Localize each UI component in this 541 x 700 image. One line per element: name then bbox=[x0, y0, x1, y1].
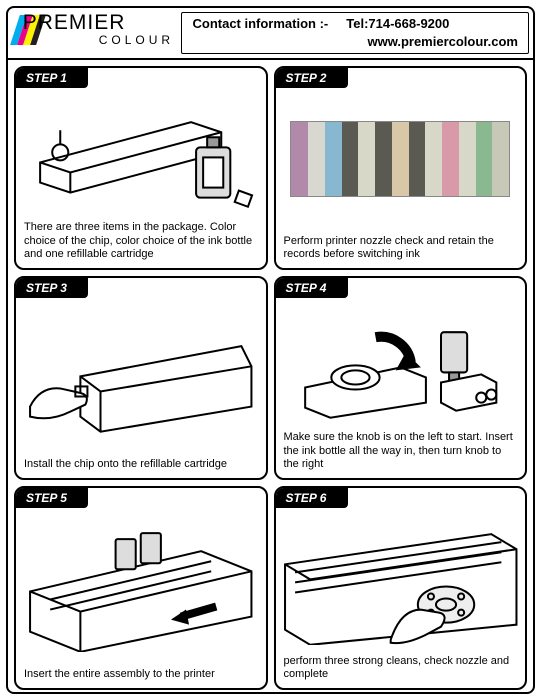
step-4-label: STEP 4 bbox=[276, 278, 348, 298]
contact-info-box: Contact information :- Tel: 714-668-9200… bbox=[181, 12, 529, 54]
step-3-illustration bbox=[16, 298, 266, 454]
logo-cell: PREMIER COLOUR bbox=[8, 8, 181, 58]
step-2-illustration bbox=[276, 88, 526, 231]
step-6-caption: perform three strong cleans, check nozzl… bbox=[276, 651, 526, 689]
tel-number: 714-668-9200 bbox=[368, 15, 449, 33]
step-1-label: STEP 1 bbox=[16, 68, 88, 88]
step-4-illustration bbox=[276, 298, 526, 427]
step-2-caption: Perform printer nozzle check and retain … bbox=[276, 231, 526, 269]
step-1-panel: STEP 1 bbox=[14, 66, 268, 270]
contact-label: Contact information :- bbox=[192, 15, 328, 33]
step-5-illustration bbox=[16, 508, 266, 664]
insert-assembly-icon bbox=[20, 521, 262, 652]
step-3-label: STEP 3 bbox=[16, 278, 88, 298]
step-2-panel: STEP 2 Perform printer nozzle check and … bbox=[274, 66, 528, 270]
step-1-caption: There are three items in the package. Co… bbox=[16, 217, 266, 268]
step-6-illustration bbox=[276, 508, 526, 651]
package-items-icon bbox=[20, 92, 262, 213]
step-5-label: STEP 5 bbox=[16, 488, 88, 508]
step-4-caption: Make sure the knob is on the left to sta… bbox=[276, 427, 526, 478]
step-4-panel: STEP 4 bbox=[274, 276, 528, 480]
install-chip-icon bbox=[20, 316, 262, 437]
premier-colour-logo: PREMIER COLOUR bbox=[15, 11, 175, 55]
logo-main-text: PREMIER bbox=[23, 11, 126, 35]
insert-bottle-icon bbox=[280, 302, 522, 423]
step-3-caption: Install the chip onto the refillable car… bbox=[16, 454, 266, 478]
step-2-label: STEP 2 bbox=[276, 68, 348, 88]
printer-clean-icon bbox=[280, 514, 522, 645]
instruction-page: PREMIER COLOUR Contact information :- Te… bbox=[6, 6, 535, 694]
step-1-illustration bbox=[16, 88, 266, 217]
tel-label: Tel: bbox=[346, 15, 368, 33]
header: PREMIER COLOUR Contact information :- Te… bbox=[8, 8, 533, 60]
nozzle-check-pattern-icon bbox=[290, 121, 510, 197]
step-6-label: STEP 6 bbox=[276, 488, 348, 508]
step-6-panel: STEP 6 pe bbox=[274, 486, 528, 690]
step-3-panel: STEP 3 Install the chip onto the refilla… bbox=[14, 276, 268, 480]
logo-sub-text: COLOUR bbox=[99, 33, 174, 47]
website-url: www.premiercolour.com bbox=[367, 33, 518, 51]
steps-grid: STEP 1 bbox=[8, 60, 533, 696]
step-5-panel: STEP 5 In bbox=[14, 486, 268, 690]
step-5-caption: Insert the entire assembly to the printe… bbox=[16, 664, 266, 688]
